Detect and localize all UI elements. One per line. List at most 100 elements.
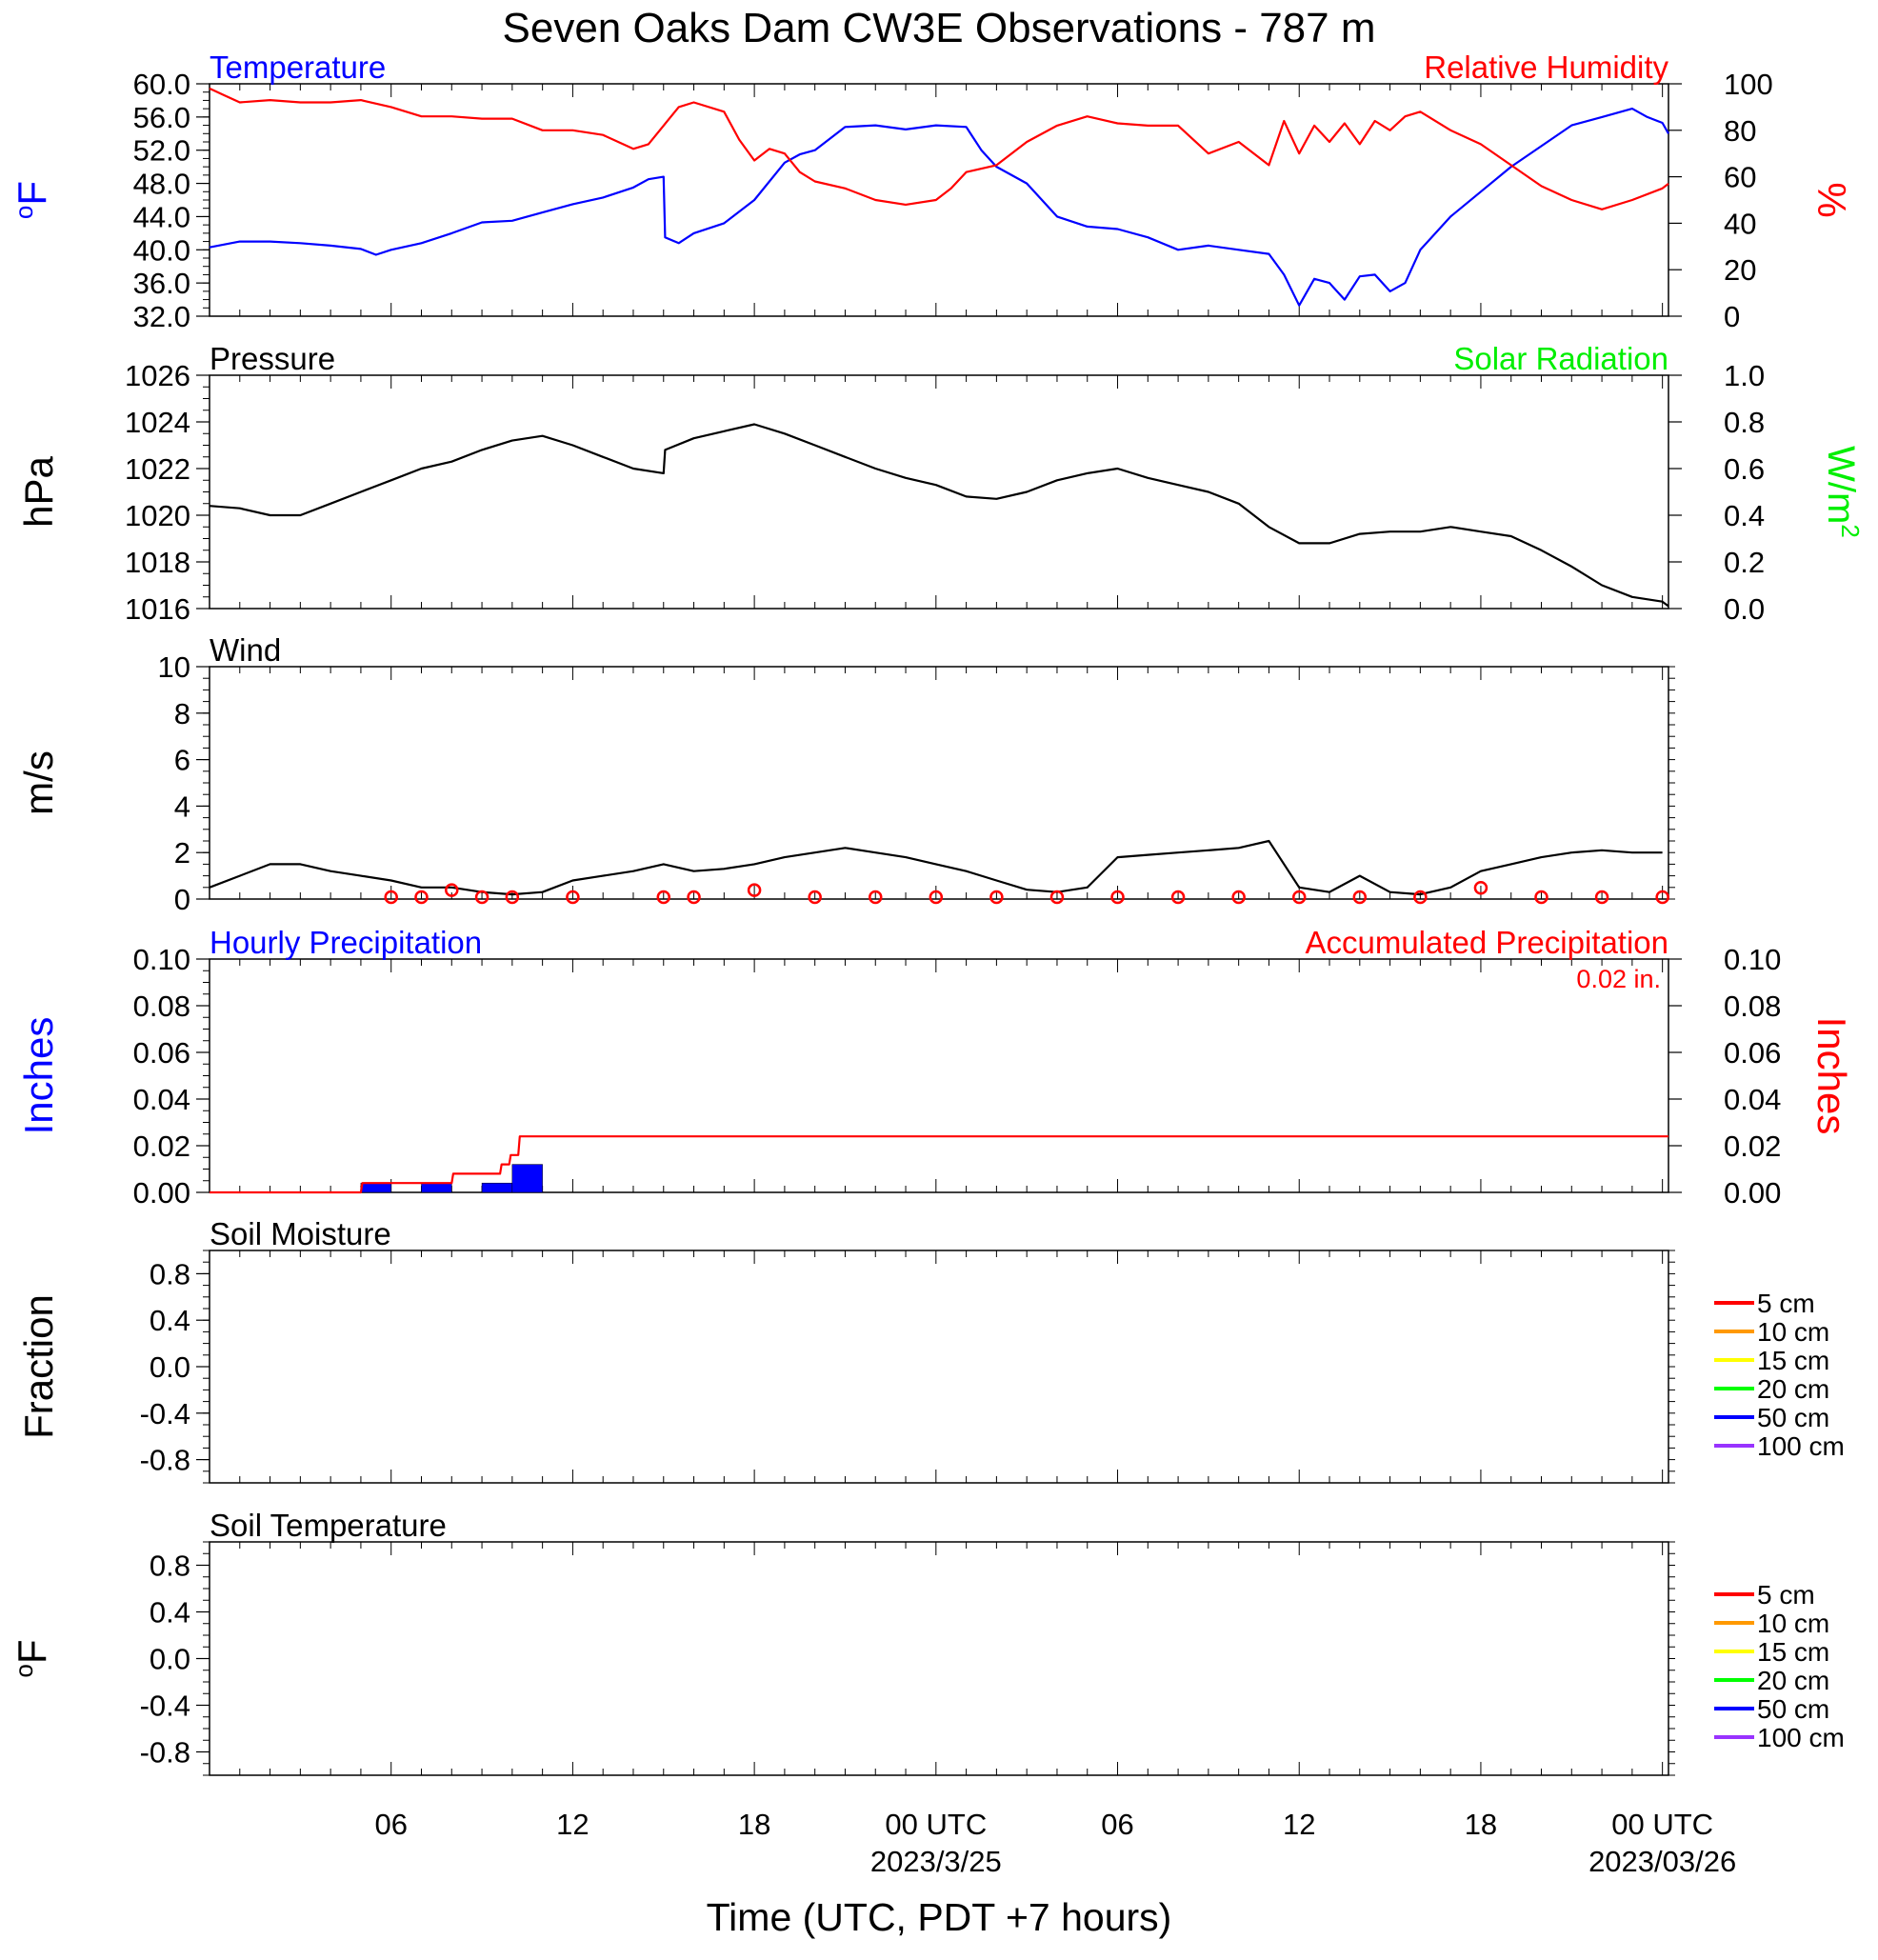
- legend-label: 100 cm: [1757, 1723, 1845, 1752]
- wind-calm-marker: [1231, 890, 1246, 905]
- wind-calm-marker: [1413, 890, 1428, 905]
- y-tick-label-left: 1016: [125, 592, 190, 626]
- y-tick-label-right: 0.00: [1724, 1176, 1781, 1210]
- y-tick-label-left: 1018: [125, 546, 190, 579]
- y-tick-label-left: 0.4: [150, 1596, 190, 1630]
- wind-calm-marker: [566, 890, 580, 905]
- y-tick-label-left: -0.4: [140, 1397, 190, 1430]
- series-line-wind-speed: [209, 839, 1663, 896]
- panel-pressure_solar: 1016 1018 1020 1022 1024 1026 0.0 0.2 0.4 0.6 0.8 1…: [16, 341, 1865, 626]
- y-tick-label-right: 0.2: [1724, 546, 1765, 579]
- y-tick-label-left: 0.4: [150, 1304, 190, 1337]
- wind-calm-marker: [1534, 890, 1548, 905]
- wind-calm-marker: [1352, 890, 1368, 905]
- wind-calm-marker: [445, 883, 459, 897]
- accumulated-total-label: 0.02 in.: [1576, 965, 1661, 993]
- y-tick-label-left: 52.0: [133, 134, 190, 168]
- wind-calm-marker: [1655, 890, 1669, 905]
- wind-calm-marker: [1049, 890, 1065, 905]
- wind-calm-marker: [474, 890, 489, 905]
- y-tick-label-right: 1.0: [1724, 359, 1765, 392]
- y-tick-label-right: 100: [1724, 68, 1773, 101]
- legend-label: 50 cm: [1757, 1694, 1829, 1724]
- y-axis-label-left: hPa: [16, 455, 61, 527]
- y-axis-label-left: Inches: [16, 1017, 61, 1135]
- panel-title-right: Solar Radiation: [1453, 341, 1668, 376]
- wind-calm-marker: [869, 890, 883, 905]
- plot-frame: [209, 958, 1669, 1193]
- figure-title: Seven Oaks Dam CW3E Observations - 787 m: [503, 5, 1376, 51]
- plot-frame: [209, 83, 1669, 317]
- series-line-relative-humidity: [209, 87, 1669, 210]
- y-axis-label-left: Fraction: [16, 1294, 61, 1439]
- y-axis-label-right: %: [1809, 182, 1854, 217]
- panel-title-left: Pressure: [210, 341, 335, 376]
- wind-calm-marker: [1473, 880, 1488, 895]
- y-tick-label-left: -0.8: [140, 1444, 190, 1477]
- y-tick-label-left: 0.04: [133, 1083, 190, 1116]
- plot-frame: [209, 1541, 1669, 1776]
- panel-soil_moisture: -0.8 -0.4 0.0 0.4 0.8 Soil Moisture Fraction 5 …: [16, 1216, 1845, 1484]
- precip-bar: [511, 1164, 543, 1193]
- y-tick-label-right: 0.02: [1724, 1130, 1781, 1163]
- y-tick-label-right: 0.0: [1724, 592, 1765, 626]
- y-tick-label-left: 10: [158, 650, 190, 684]
- wind-calm-marker: [1291, 890, 1307, 905]
- y-tick-label-right: 40: [1724, 207, 1756, 240]
- y-tick-label-right: 0.10: [1724, 943, 1781, 976]
- y-tick-label-right: 0.06: [1724, 1036, 1781, 1070]
- y-axis-label-left: m/s: [16, 750, 61, 815]
- y-tick-label-left: 4: [174, 790, 190, 823]
- legend-label: 10 cm: [1757, 1609, 1829, 1638]
- y-tick-label-left: 8: [174, 697, 190, 730]
- y-tick-label-left: 0.0: [150, 1643, 190, 1676]
- y-tick-label-right: 60: [1724, 161, 1756, 194]
- y-tick-label-left: 48.0: [133, 168, 190, 201]
- wind-calm-marker: [929, 890, 944, 905]
- x-tick-label: 06: [374, 1808, 407, 1841]
- y-tick-label-right: 0: [1724, 300, 1740, 333]
- legend-label: 15 cm: [1757, 1637, 1829, 1667]
- wind-calm-marker: [808, 890, 822, 905]
- legend-label: 100 cm: [1757, 1431, 1845, 1461]
- y-tick-label-left: 0.10: [133, 943, 190, 976]
- y-tick-label-right: 0.08: [1724, 990, 1781, 1023]
- y-tick-label-left: -0.4: [140, 1690, 190, 1723]
- y-tick-label-left: -0.8: [140, 1736, 190, 1770]
- y-tick-label-left: 0.8: [150, 1550, 190, 1583]
- y-tick-label-left: 36.0: [133, 267, 190, 300]
- x-tick-label: 18: [738, 1808, 770, 1841]
- y-tick-label-left: 1020: [125, 499, 190, 532]
- x-tick-label: 12: [1283, 1808, 1315, 1841]
- y-tick-label-left: 0.8: [150, 1257, 190, 1290]
- legend-label: 15 cm: [1757, 1346, 1829, 1375]
- panel-title-left: Soil Moisture: [210, 1216, 391, 1251]
- wind-calm-marker: [1170, 890, 1186, 905]
- precip-bar: [360, 1182, 391, 1193]
- panel-title-right: Accumulated Precipitation: [1305, 925, 1668, 960]
- panel-title-left: Wind: [210, 632, 281, 668]
- x-tick-label: 00 UTC: [1611, 1808, 1713, 1841]
- wind-calm-marker: [1110, 890, 1125, 905]
- legend-label: 5 cm: [1757, 1289, 1815, 1318]
- y-axis-label-left: oF: [10, 181, 54, 219]
- panels: 32.036.040.044.048.052.056.060.002040608…: [10, 50, 1865, 1776]
- panel-title-left: Hourly Precipitation: [210, 925, 482, 960]
- x-tick-label: 00 UTC: [885, 1808, 987, 1841]
- plot-frame: [209, 374, 1669, 610]
- y-tick-label-right: 0.8: [1724, 406, 1765, 439]
- x-tick-date-label: 2023/3/25: [870, 1845, 1002, 1878]
- panel-title-right: Relative Humidity: [1424, 50, 1668, 85]
- wind-calm-marker: [505, 890, 520, 905]
- panel-precipitation: 0.00 0.02 0.04 0.06 0.08 0.10 0.00 0.02 0.04 0.06…: [16, 925, 1854, 1210]
- series-line-accumulated-precipitation: [210, 1135, 1668, 1194]
- y-tick-label-left: 1024: [125, 406, 190, 439]
- x-axis: 06 12 18 00 UTC 2023/3/25 06 12 18 00 UTC 2023/03…: [374, 1808, 1736, 1878]
- y-tick-label-left: 0.0: [150, 1350, 190, 1384]
- y-tick-label-left: 0.06: [133, 1036, 190, 1070]
- series-line-pressure: [209, 423, 1669, 608]
- x-tick-label: 06: [1101, 1808, 1133, 1841]
